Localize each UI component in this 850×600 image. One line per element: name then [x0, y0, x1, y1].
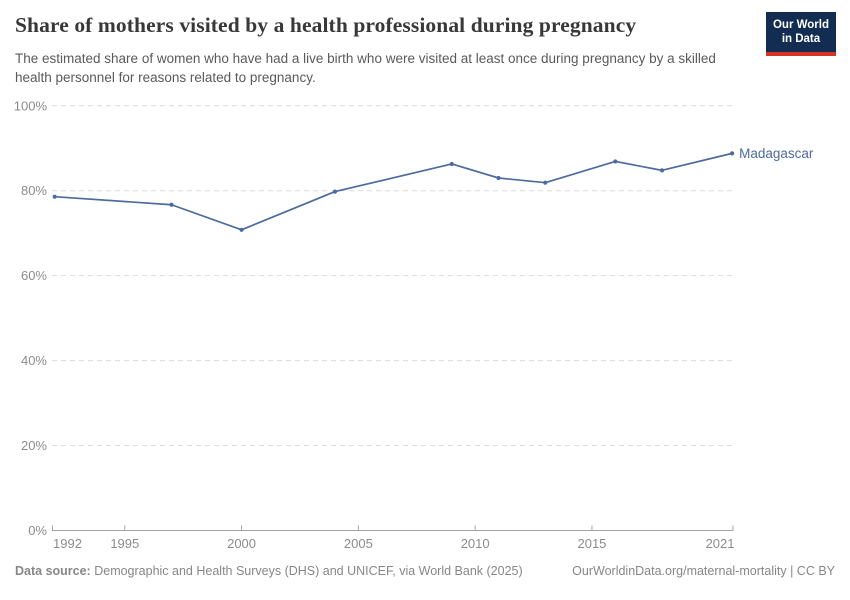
series-madagascar[interactable]: Madagascar: [52, 146, 814, 232]
data-point-2018[interactable]: [659, 168, 665, 173]
data-point-2011[interactable]: [496, 175, 501, 181]
y-tick-label-100: 100%: [14, 98, 48, 113]
y-tick-label-40: 40%: [21, 353, 47, 368]
owid-logo[interactable]: Our World in Data: [765, 12, 836, 56]
line-chart: 0% 20% 40% 60% 80% 100% 1992 1995 2000 2005 2010 20…: [0, 95, 850, 565]
data-point-2013[interactable]: [543, 180, 548, 185]
data-point-1992[interactable]: [52, 194, 57, 199]
data-source-text: Demographic and Health Surveys (DHS) and…: [94, 564, 523, 578]
data-point-1997[interactable]: [169, 202, 174, 207]
entity-label[interactable]: Madagascar: [739, 146, 814, 161]
x-tick-label-1992: 1992: [53, 536, 82, 551]
license-note[interactable]: OurWorldinData.org/maternal-mortality | …: [572, 564, 835, 578]
chart-canvas: 0% 20% 40% 60% 80% 100% 1992 1995 2000 2005 2010 20…: [14, 98, 814, 551]
y-tick-label-60: 60%: [21, 268, 47, 283]
data-point-2021[interactable]: [730, 151, 735, 156]
x-tick-label-2005: 2005: [344, 536, 373, 551]
data-point-2016[interactable]: [613, 159, 618, 164]
x-tick-label-2000: 2000: [227, 536, 256, 551]
y-tick-label-0: 0%: [28, 523, 47, 538]
owid-logo-line1: Our World: [772, 19, 829, 31]
chart-subtitle: The estimated share of women who have ha…: [15, 51, 716, 86]
y-tick-label-80: 80%: [21, 183, 47, 198]
x-tick-label-2015: 2015: [577, 536, 606, 551]
data-point-2004[interactable]: [332, 189, 338, 194]
x-tick-label-2010: 2010: [461, 536, 490, 551]
series-line[interactable]: [53, 152, 733, 231]
data-point-2000[interactable]: [239, 227, 244, 232]
chart-title: Share of mothers visited by a health pro…: [15, 13, 637, 37]
data-source-label: Data source:: [15, 564, 91, 578]
y-tick-label-20: 20%: [21, 438, 47, 453]
owid-logo-line2: in Data: [781, 33, 821, 46]
x-tick-label-1995: 1995: [110, 536, 139, 551]
data-source-note: Data source: Demographic and Health Surv…: [15, 563, 523, 579]
x-tick-label-2021: 2021: [706, 536, 735, 551]
data-point-2009[interactable]: [449, 161, 454, 167]
chart-footer: Data source: Demographic and Health Surv…: [15, 563, 835, 579]
